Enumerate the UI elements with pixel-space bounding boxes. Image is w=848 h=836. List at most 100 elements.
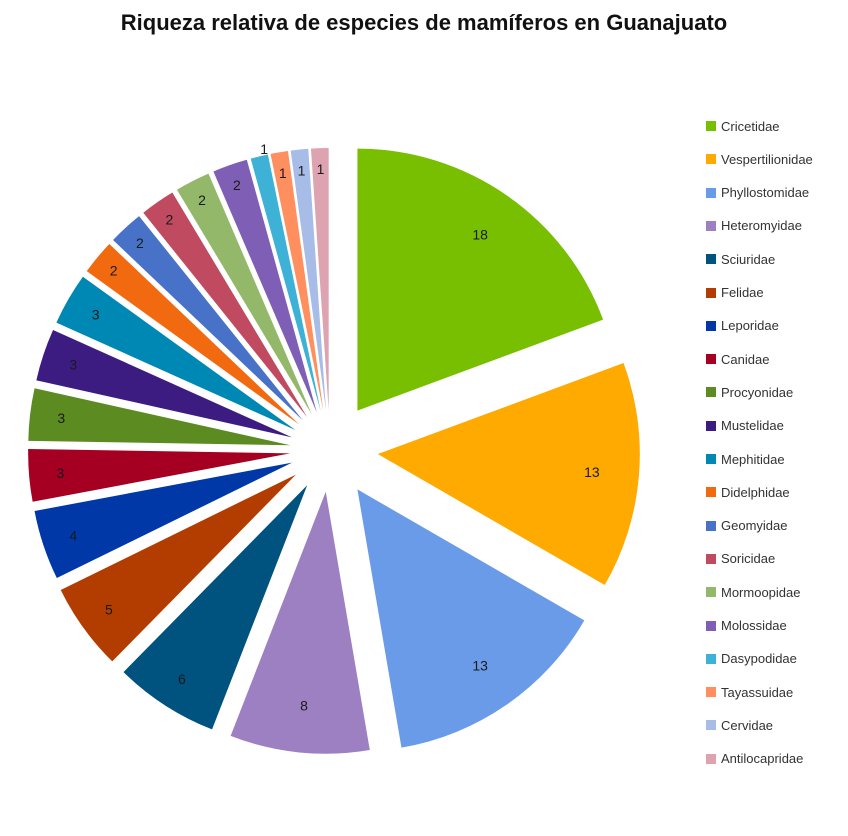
legend-item-felidae: Felidae bbox=[706, 285, 764, 301]
legend-item-cricetidae: Cricetidae bbox=[706, 118, 780, 134]
legend-item-mephitidae: Mephitidae bbox=[706, 451, 785, 467]
legend-item-molossidae: Molossidae bbox=[706, 618, 787, 634]
slice-value-label: 1 bbox=[260, 141, 268, 157]
pie-slice-felidae bbox=[60, 474, 296, 662]
slice-value-label: 3 bbox=[92, 307, 100, 323]
slice-value-label: 2 bbox=[198, 192, 206, 208]
pie-slice-tayassuidae bbox=[270, 150, 324, 411]
chart-title: Riqueza relativa de especies de mamífero… bbox=[120, 10, 728, 35]
slice-value-label: 3 bbox=[57, 410, 65, 426]
legend-swatch bbox=[706, 154, 716, 165]
legend-swatch bbox=[706, 220, 716, 231]
legend-item-vespertilionidae: Vespertilionidae bbox=[706, 151, 813, 167]
legend-swatch bbox=[706, 320, 716, 331]
legend-swatch bbox=[706, 720, 716, 731]
legend-swatch bbox=[706, 420, 716, 431]
pie-slice-vespertilionidae bbox=[377, 363, 640, 586]
legend-item-soricidae: Soricidae bbox=[706, 551, 775, 567]
legend-label: Soricidae bbox=[721, 551, 776, 567]
legend-item-cervidae: Cervidae bbox=[706, 717, 773, 733]
legend-label: Molossidae bbox=[721, 618, 787, 633]
pie-slice-molossidae bbox=[213, 159, 317, 413]
legend-label: Cervidae bbox=[721, 717, 774, 733]
legend-swatch bbox=[706, 454, 716, 464]
legend-swatch bbox=[706, 354, 716, 365]
slice-value-label: 2 bbox=[110, 263, 118, 279]
slice-value-label: 1 bbox=[298, 162, 306, 178]
legend-label: Heteromyidae bbox=[721, 218, 802, 234]
legend-swatch bbox=[706, 620, 716, 631]
legend-item-tayassuidae: Tayassuidae bbox=[706, 684, 793, 700]
pie-slice-procyonidae bbox=[28, 388, 291, 446]
legend-item-didelphidae: Didelphidae bbox=[706, 484, 790, 500]
pie-slice-canidae bbox=[28, 448, 291, 502]
legend-swatch bbox=[706, 553, 716, 564]
pie-slice-mormoopidae bbox=[176, 173, 312, 415]
legend-label: Leporidae bbox=[721, 318, 779, 334]
legend-label: Cricetidae bbox=[721, 118, 780, 134]
legend-swatch bbox=[706, 187, 716, 198]
pie-slice-mustelidae bbox=[36, 330, 293, 438]
legend-item-antilocapridae: Antilocapridae bbox=[706, 751, 803, 767]
legend-label: Antilocapridae bbox=[721, 751, 804, 767]
legend-label: Tayassuidae bbox=[721, 684, 794, 700]
legend-swatch bbox=[706, 520, 716, 531]
legend-item-geomyidae: Geomyidae bbox=[706, 518, 787, 534]
pie-slice-soricidae bbox=[143, 192, 308, 418]
legend-swatch bbox=[706, 254, 716, 265]
legend-swatch bbox=[706, 753, 716, 764]
pie-slice-mephitidae bbox=[56, 276, 296, 430]
pie-slice-leporidae bbox=[34, 462, 293, 579]
slice-value-label: 5 bbox=[105, 601, 113, 617]
slice-value-label: 1 bbox=[279, 165, 287, 181]
legend-label: Vespertilionidae bbox=[721, 151, 813, 167]
legend-label: Geomyidae bbox=[721, 518, 788, 534]
slice-value-label: 1 bbox=[317, 161, 325, 177]
slice-value-label: 2 bbox=[136, 235, 144, 251]
legend-label: Didelphidae bbox=[721, 484, 790, 500]
legend-label: Mustelidae bbox=[721, 418, 784, 434]
slice-value-label: 4 bbox=[69, 527, 77, 543]
pie-slice-didelphidae bbox=[86, 243, 300, 425]
slice-value-label: 3 bbox=[57, 465, 65, 481]
legend-item-mormoopidae: Mormoopidae bbox=[706, 584, 801, 600]
legend-swatch bbox=[706, 587, 716, 598]
legend-item-sciuridae: Sciuridae bbox=[706, 251, 775, 267]
legend-swatch bbox=[706, 387, 716, 398]
legend-item-mustelidae: Mustelidae bbox=[706, 418, 784, 434]
pie-slice-cricetidae bbox=[357, 148, 604, 411]
legend-swatch bbox=[706, 121, 716, 131]
slice-value-label: 6 bbox=[178, 671, 186, 687]
legend-label: Mormoopidae bbox=[721, 584, 801, 600]
legend-label: Procyonidae bbox=[721, 384, 794, 400]
pie-slice-heteromyidae bbox=[230, 491, 370, 754]
slice-value-label: 2 bbox=[166, 211, 174, 227]
slice-value-label: 3 bbox=[69, 357, 77, 373]
legend-swatch bbox=[706, 687, 716, 698]
pie-slice-sciuridae bbox=[123, 485, 308, 730]
legend-item-phyllostomidae: Phyllostomidae bbox=[706, 185, 809, 201]
legend-swatch bbox=[706, 653, 716, 664]
legend-swatch bbox=[706, 487, 716, 498]
slice-value-label: 8 bbox=[300, 698, 308, 714]
legend-label: Phyllostomidae bbox=[721, 185, 810, 201]
legend-item-procyonidae: Procyonidae bbox=[706, 384, 793, 400]
slice-value-label: 18 bbox=[472, 226, 488, 242]
slice-value-label: 13 bbox=[584, 464, 600, 480]
pie-slice-dasypodidae bbox=[250, 154, 321, 412]
legend-item-heteromyidae: Heteromyidae bbox=[706, 218, 802, 234]
legend-item-leporidae: Leporidae bbox=[706, 318, 779, 334]
legend-label: Sciuridae bbox=[721, 251, 776, 267]
pie-slice-geomyidae bbox=[113, 216, 303, 421]
legend-item-dasypodidae: Dasypodidae bbox=[706, 651, 797, 667]
pie-slice-cervidae bbox=[290, 148, 326, 411]
legend-swatch bbox=[706, 287, 716, 298]
legend-label: Mephitidae bbox=[721, 451, 785, 467]
slice-value-label: 13 bbox=[472, 658, 488, 674]
legend-item-canidae: Canidae bbox=[706, 351, 769, 367]
legend-label: Canidae bbox=[721, 351, 770, 367]
legend-label: Felidae bbox=[721, 285, 764, 300]
slice-value-label: 2 bbox=[233, 177, 241, 193]
legend-label: Dasypodidae bbox=[721, 651, 797, 667]
